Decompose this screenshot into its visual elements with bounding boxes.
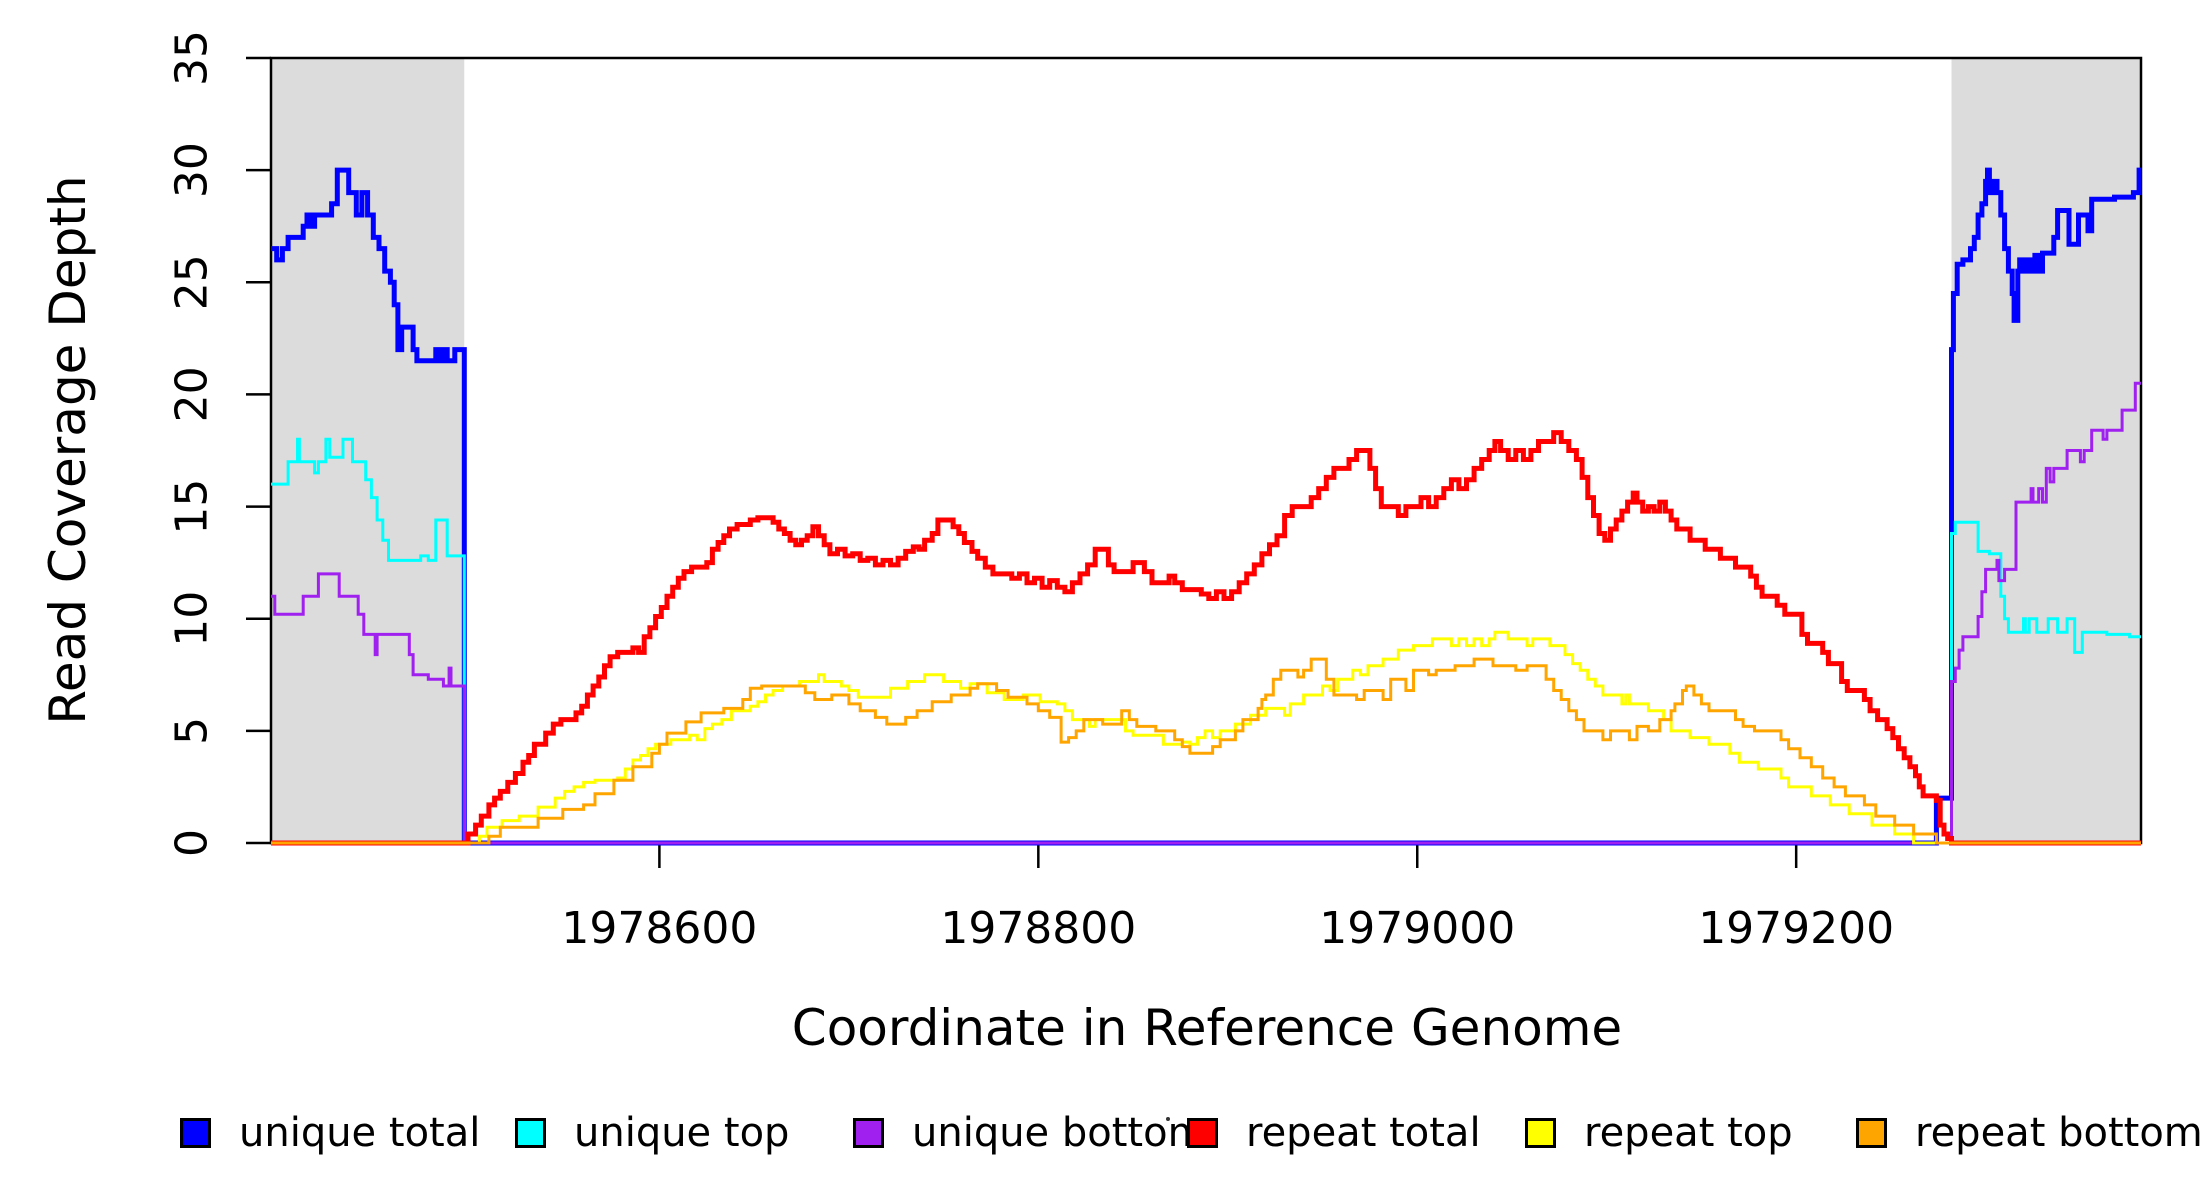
repeat-top-swatch-icon xyxy=(1525,1118,1556,1148)
y-tick-label: 20 xyxy=(167,366,218,422)
legend-label: unique total xyxy=(239,1110,481,1156)
x-axis-title: Coordinate in Reference Genome xyxy=(792,999,1622,1057)
series-line-repeat-bottom xyxy=(271,657,2141,845)
x-tick-label: 1979200 xyxy=(1698,903,1894,954)
legend-label: unique bottom xyxy=(912,1110,1207,1156)
shaded-region xyxy=(1951,58,2141,843)
repeat-bottom-swatch-icon xyxy=(1856,1118,1887,1148)
legend-label: repeat bottom xyxy=(1915,1110,2200,1156)
series-line-repeat-total xyxy=(271,430,2141,846)
legend-item-repeat-top: repeat top xyxy=(1525,1108,1793,1158)
y-axis-title: Read Coverage Depth xyxy=(39,175,97,724)
unique-total-swatch-icon xyxy=(180,1118,211,1148)
y-tick-label: 15 xyxy=(167,479,218,535)
legend-label: repeat top xyxy=(1584,1110,1793,1156)
x-tick-label: 1978800 xyxy=(940,903,1136,954)
y-tick-label: 35 xyxy=(167,30,218,86)
unique-top-swatch-icon xyxy=(515,1118,546,1148)
legend-item-unique-top: unique top xyxy=(515,1108,789,1158)
series-lines xyxy=(271,167,2142,846)
y-tick-label: 5 xyxy=(167,717,218,745)
y-tick-label: 25 xyxy=(167,254,218,310)
y-tick-label: 30 xyxy=(167,142,218,198)
legend-item-repeat-total: repeat total xyxy=(1187,1108,1481,1158)
stray-dot xyxy=(1166,1117,1170,1121)
axis-ticks: 1978600 1978800 1979000 1979200 0 5 10 15 20 25 30… xyxy=(167,30,1895,954)
legend-item-repeat-bottom: repeat bottom xyxy=(1856,1108,2200,1158)
y-tick-label: 0 xyxy=(167,829,218,857)
legend-item-unique-total: unique total xyxy=(180,1108,480,1158)
series-line-unique-bottom xyxy=(271,381,2141,845)
y-tick-label: 10 xyxy=(167,591,218,647)
legend-label: unique top xyxy=(574,1110,790,1156)
shaded-region xyxy=(271,58,465,843)
legend-label: repeat total xyxy=(1246,1110,1481,1156)
series-line-unique-total xyxy=(271,167,2142,846)
unique-bottom-swatch-icon xyxy=(853,1118,884,1148)
x-tick-label: 1978600 xyxy=(561,903,757,954)
legend-item-unique-bottom: unique bottom xyxy=(853,1108,1207,1158)
series-line-repeat-top xyxy=(271,630,2141,845)
series-line-unique-top xyxy=(271,437,2141,845)
x-tick-label: 1979000 xyxy=(1319,903,1515,954)
repeat-total-swatch-icon xyxy=(1187,1118,1218,1148)
